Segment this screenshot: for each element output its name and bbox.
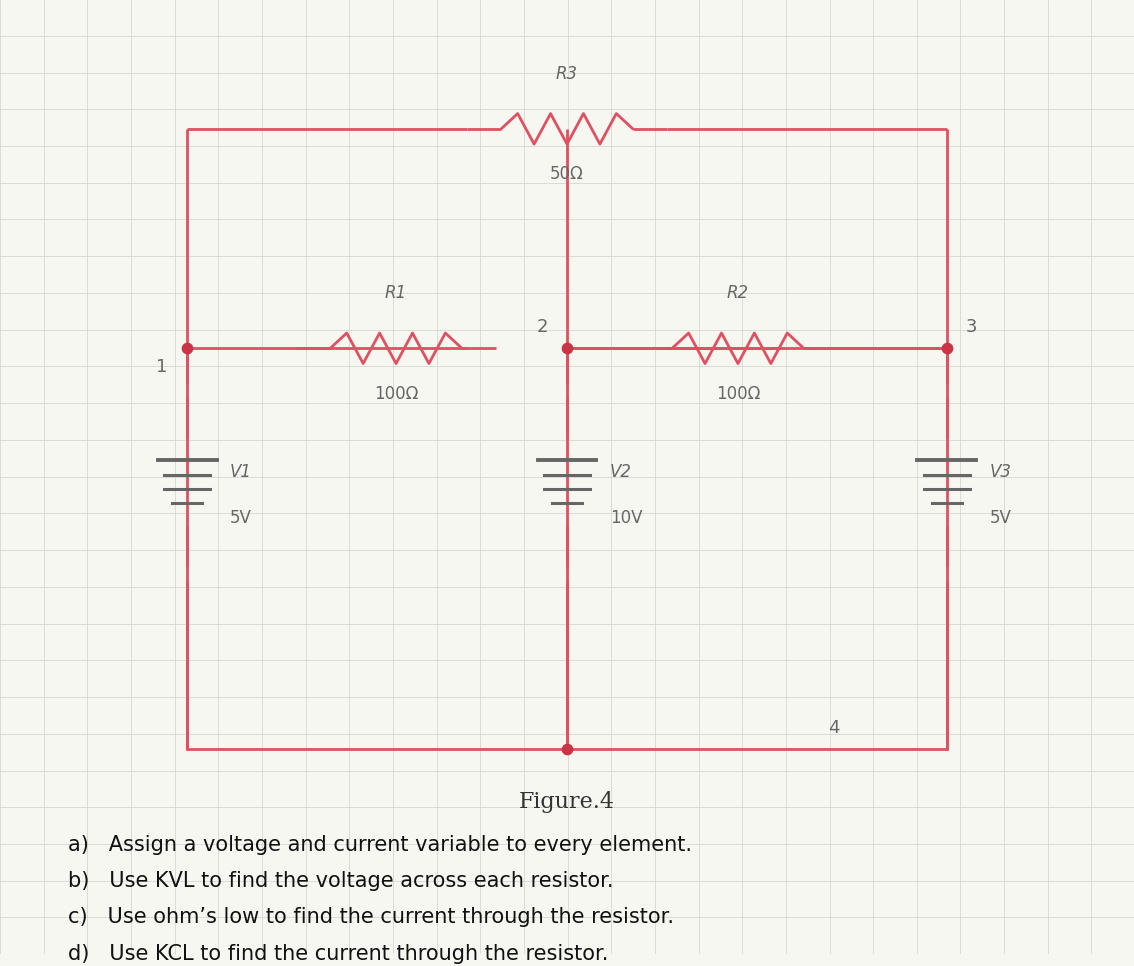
Text: 100Ω: 100Ω xyxy=(716,384,760,403)
Point xyxy=(938,341,956,356)
Text: V1: V1 xyxy=(230,464,252,481)
Text: 5V: 5V xyxy=(990,509,1012,527)
Text: d)   Use KCL to find the current through the resistor.: d) Use KCL to find the current through t… xyxy=(68,944,609,964)
Text: 50Ω: 50Ω xyxy=(550,165,584,184)
Point xyxy=(558,341,576,356)
Text: 5V: 5V xyxy=(230,509,252,527)
Text: 1: 1 xyxy=(156,358,168,377)
Text: Figure.4: Figure.4 xyxy=(519,790,615,812)
Text: b)   Use KVL to find the voltage across each resistor.: b) Use KVL to find the voltage across ea… xyxy=(68,871,613,892)
Point xyxy=(178,341,196,356)
Text: 3: 3 xyxy=(966,318,978,336)
Text: a)   Assign a voltage and current variable to every element.: a) Assign a voltage and current variable… xyxy=(68,835,692,855)
Text: R3: R3 xyxy=(556,65,578,83)
Text: V3: V3 xyxy=(990,464,1012,481)
Text: 10V: 10V xyxy=(610,509,643,527)
Text: R1: R1 xyxy=(384,284,407,302)
Text: c)   Use ohm’s low to find the current through the resistor.: c) Use ohm’s low to find the current thr… xyxy=(68,907,674,927)
Text: 2: 2 xyxy=(536,318,548,336)
Point xyxy=(558,741,576,756)
Text: 4: 4 xyxy=(828,719,839,737)
Text: 100Ω: 100Ω xyxy=(374,384,418,403)
Text: R2: R2 xyxy=(727,284,750,302)
Text: V2: V2 xyxy=(610,464,632,481)
